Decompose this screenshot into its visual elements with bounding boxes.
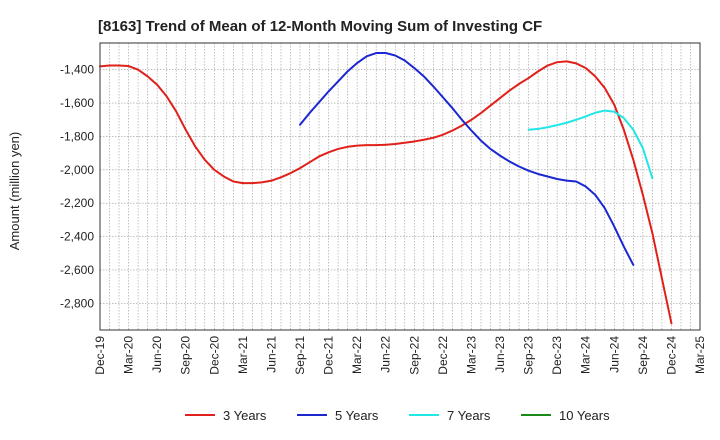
chart-grid: [100, 43, 700, 330]
y-tick-labels: -1,400 -1,600 -1,800 -2,000 -2,200 -2,400 -2,6…: [60, 63, 94, 311]
y-axis-label: Amount (million yen): [7, 132, 22, 251]
y-tick-label: -1,400: [60, 63, 94, 77]
x-tick-labels: Dec-19 Mar-20 Jun-20 Sep-20 Dec-20 Mar-21 Jun-…: [93, 336, 707, 375]
y-tick-label: -1,800: [60, 129, 94, 143]
series-line-5-years: [299, 52, 635, 266]
x-tick-label: Mar-20: [122, 336, 136, 374]
x-tick-label: Jun-20: [150, 336, 164, 373]
y-tick-label: -2,200: [60, 196, 94, 210]
y-tick-label: -1,600: [60, 96, 94, 110]
series-layer: [99, 52, 673, 325]
x-tick-label: Dec-21: [322, 336, 336, 375]
y-tick-label: -2,800: [60, 296, 94, 310]
y-tick-label: -2,400: [60, 230, 94, 244]
x-tick-label: Dec-20: [207, 336, 221, 375]
plot-frame: [99, 42, 701, 331]
x-tick-label: Jun-24: [607, 336, 621, 373]
legend-label: 5 Years: [335, 408, 379, 423]
x-tick-label: Mar-21: [236, 336, 250, 374]
x-tick-label: Mar-23: [464, 336, 478, 374]
series-line-7-years: [527, 109, 654, 180]
x-tick-label: Sep-23: [522, 336, 536, 375]
x-tick-label: Jun-22: [379, 336, 393, 373]
legend-label: 3 Years: [223, 408, 267, 423]
x-tick-label: Dec-22: [436, 336, 450, 375]
x-tick-label: Mar-24: [579, 336, 593, 374]
chart-title: [8163] Trend of Mean of 12-Month Moving …: [98, 18, 542, 35]
x-tick-label: Mar-22: [350, 336, 364, 374]
x-tick-label: Sep-24: [636, 336, 650, 375]
legend: 3 Years 5 Years 7 Years 10 Years: [185, 408, 610, 423]
x-tick-label: Sep-21: [293, 336, 307, 375]
series-line-3-years: [99, 60, 673, 325]
legend-label: 7 Years: [447, 408, 491, 423]
x-tick-label: Dec-19: [93, 336, 107, 375]
y-tick-label: -2,600: [60, 263, 94, 277]
legend-label: 10 Years: [559, 408, 610, 423]
x-tick-label: Dec-24: [664, 336, 678, 375]
x-tick-label: Jun-23: [493, 336, 507, 373]
y-tick-label: -2,000: [60, 163, 94, 177]
x-tick-label: Jun-21: [264, 336, 278, 373]
x-tick-label: Mar-25: [693, 336, 707, 374]
x-tick-label: Sep-22: [407, 336, 421, 375]
x-tick-label: Sep-20: [179, 336, 193, 375]
x-tick-label: Dec-23: [550, 336, 564, 375]
